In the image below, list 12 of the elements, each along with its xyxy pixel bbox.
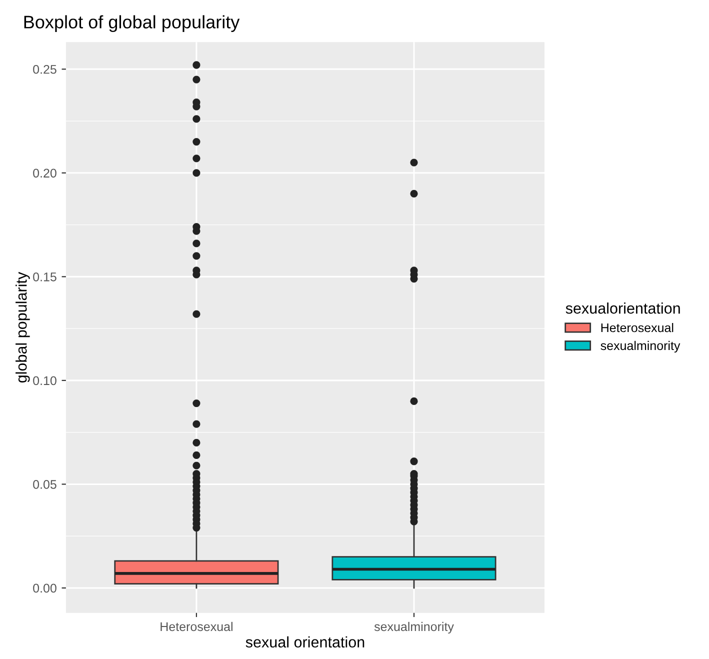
y-tick-label: 0.00 (33, 584, 56, 593)
chart-title: Boxplot of global popularity (24, 15, 240, 32)
legend-title: sexualorientation (566, 302, 680, 314)
legend-label: sexualminority (600, 340, 680, 353)
y-tick-label: 0.05 (33, 480, 56, 489)
y-axis-title: global popularity (16, 272, 30, 383)
y-tick-label: 0.15 (33, 272, 56, 282)
legend-label: Heterosexual (601, 322, 674, 332)
y-tick-label: 0.20 (33, 168, 56, 178)
y-tick-label: 0.25 (33, 64, 56, 74)
x-axis-title: sexual orientation (246, 636, 364, 648)
y-tick-label: 0.10 (33, 376, 56, 386)
